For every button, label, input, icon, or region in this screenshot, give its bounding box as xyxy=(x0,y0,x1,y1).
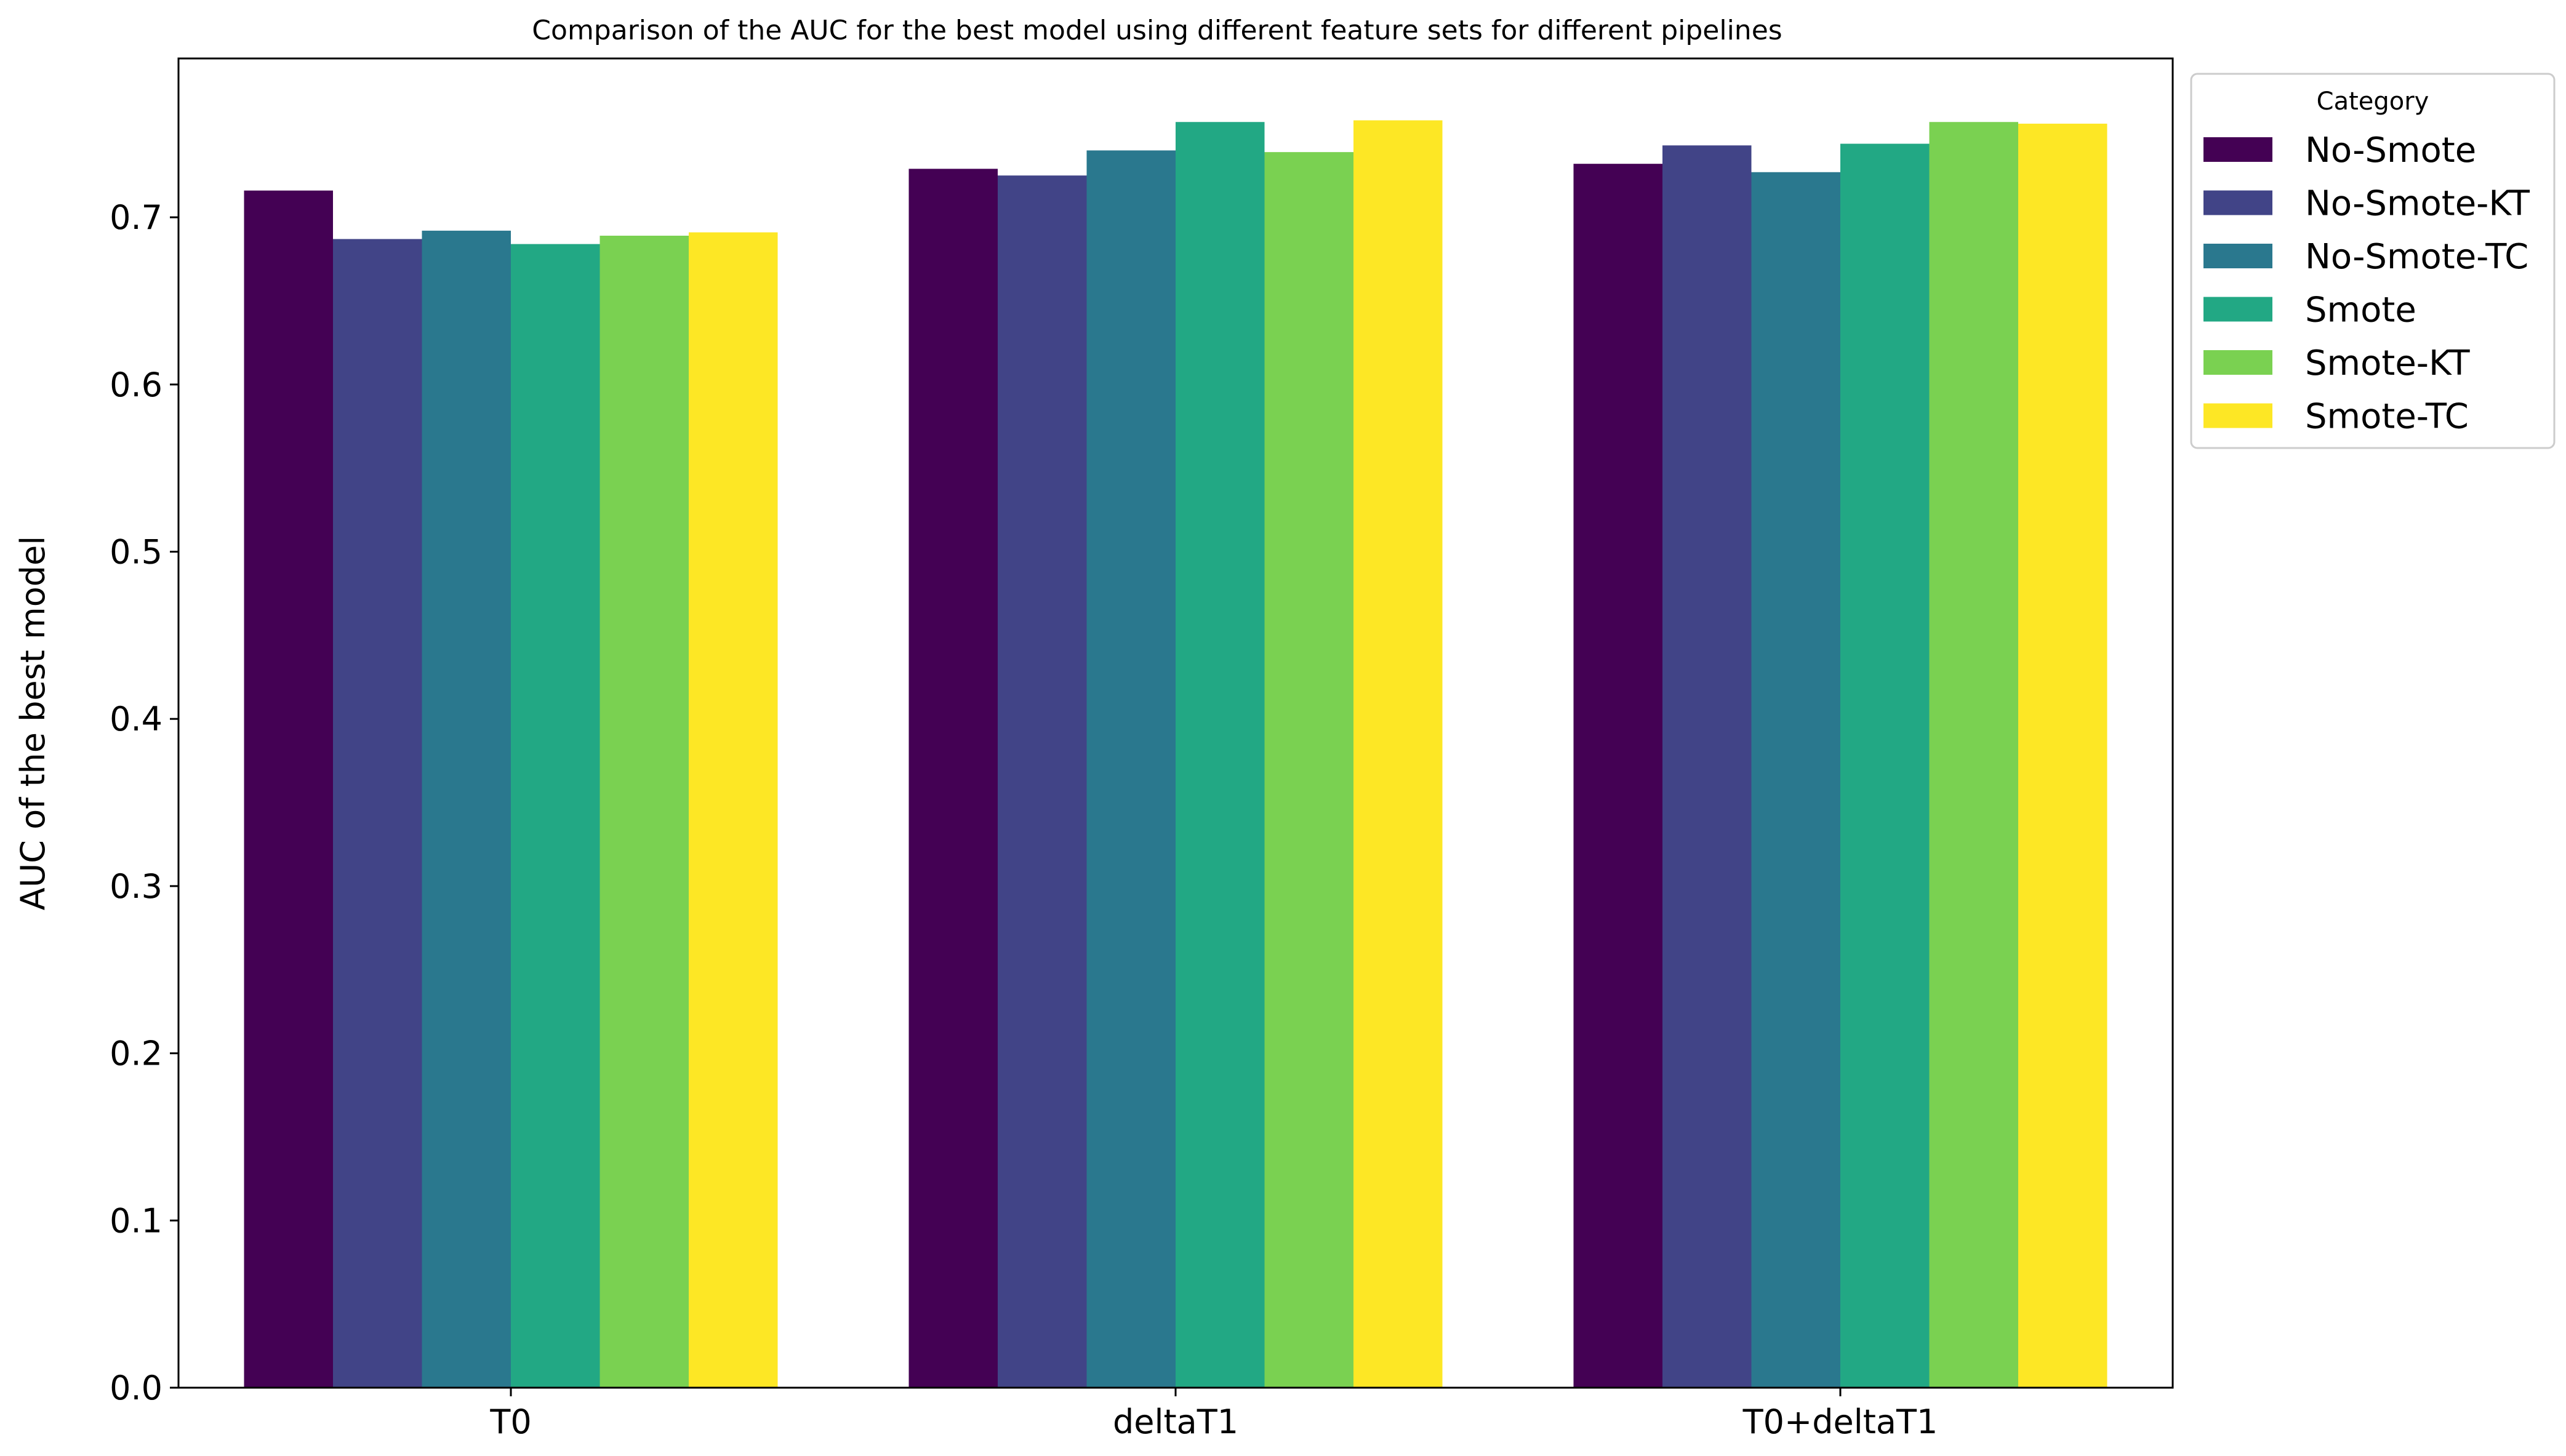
legend-swatch xyxy=(2203,244,2272,268)
legend-title: Category xyxy=(2317,87,2429,116)
y-tick-label: 0.5 xyxy=(110,533,162,572)
legend-swatch xyxy=(2203,137,2272,162)
y-tick-label: 0.3 xyxy=(110,867,162,906)
bar-no-smote-tc-deltat1 xyxy=(1086,150,1176,1388)
bar-no-smote-t0 xyxy=(244,190,333,1388)
legend-frame xyxy=(2190,73,2556,449)
bar-no-smote-t0-plus-deltat1 xyxy=(1573,164,1662,1388)
bar-no-smote-kt-t0 xyxy=(333,239,422,1388)
legend-label: No-Smote-TC xyxy=(2305,237,2528,277)
legend-label: No-Smote xyxy=(2305,130,2476,170)
y-tick-label: 0.2 xyxy=(110,1034,162,1073)
bar-no-smote-tc-t0 xyxy=(422,230,511,1388)
legend-swatch xyxy=(2203,297,2272,322)
y-tick-label: 0.7 xyxy=(110,198,162,237)
bars-group xyxy=(244,120,2107,1388)
bar-smote-t0-plus-deltat1 xyxy=(1840,143,1930,1388)
y-tick-label: 0.6 xyxy=(110,366,162,404)
bar-no-smote-tc-t0-plus-deltat1 xyxy=(1751,172,1840,1388)
bar-smote-t0 xyxy=(511,244,600,1388)
y-tick-label: 0.1 xyxy=(110,1201,162,1240)
x-tick-label: T0 xyxy=(489,1402,531,1441)
x-tick-label: T0+deltaT1 xyxy=(1742,1402,1938,1441)
legend-label: Smote xyxy=(2305,290,2416,330)
bar-no-smote-kt-deltat1 xyxy=(998,175,1087,1388)
chart-title: Comparison of the AUC for the best model… xyxy=(532,15,1782,46)
bar-smote-kt-t0 xyxy=(599,236,689,1388)
legend-label: No-Smote-KT xyxy=(2305,184,2530,224)
x-tick-label: deltaT1 xyxy=(1113,1402,1238,1441)
bar-no-smote-kt-t0-plus-deltat1 xyxy=(1662,145,1752,1388)
y-axis-label: AUC of the best model xyxy=(14,536,52,910)
bar-smote-tc-t0 xyxy=(689,232,778,1388)
legend-swatch xyxy=(2203,190,2272,215)
bar-smote-deltat1 xyxy=(1176,122,1265,1388)
legend: Category No-Smote No-Smote-KT No-Smote-TC S… xyxy=(2190,73,2556,449)
legend-label: Smote-KT xyxy=(2305,343,2470,383)
legend-swatch xyxy=(2203,350,2272,375)
legend-items: No-Smote No-Smote-KT No-Smote-TC Smote Smote… xyxy=(2203,130,2530,437)
y-axis: 0.0 0.1 0.2 0.3 0.4 0.5 0.6 0.7 xyxy=(110,198,178,1407)
bar-smote-kt-deltat1 xyxy=(1264,152,1353,1388)
y-tick-label: 0.4 xyxy=(110,700,162,738)
bar-smote-tc-t0-plus-deltat1 xyxy=(2018,123,2107,1388)
bar-smote-tc-deltat1 xyxy=(1353,120,1443,1388)
legend-swatch xyxy=(2203,403,2272,428)
bar-no-smote-deltat1 xyxy=(908,169,998,1388)
bar-smote-kt-t0-plus-deltat1 xyxy=(1929,122,2018,1388)
legend-label: Smote-TC xyxy=(2305,397,2469,437)
y-tick-label: 0.0 xyxy=(110,1369,162,1407)
x-axis: T0 deltaT1 T0+deltaT1 xyxy=(489,1388,1938,1441)
